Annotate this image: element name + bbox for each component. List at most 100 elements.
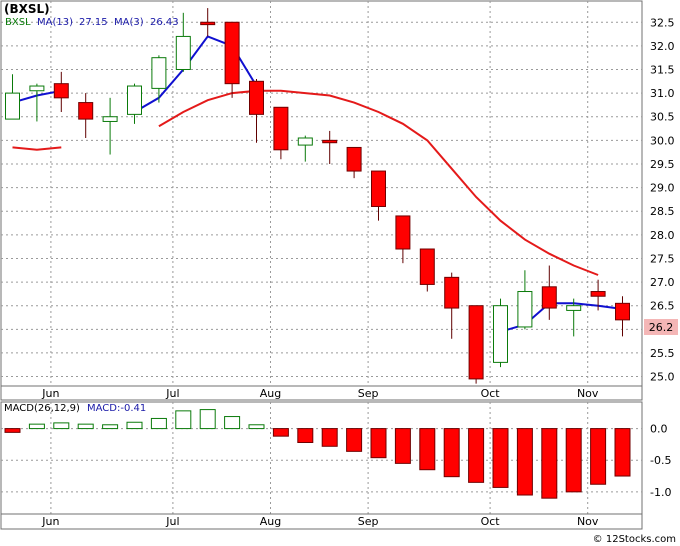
macd-y-axis: 0.0 -0.5 -1.0 — [650, 423, 671, 499]
macd-bar — [224, 416, 241, 430]
price-x-tick-label: Nov — [577, 387, 599, 400]
candle-body — [53, 83, 69, 99]
price-tick-label: 27.5 — [650, 252, 675, 265]
candle-body — [395, 215, 411, 250]
price-tick-label: 25.0 — [650, 371, 675, 384]
candle-body — [468, 305, 484, 380]
price-tick-label: 30.5 — [650, 111, 675, 124]
macd-bar — [394, 428, 411, 464]
price-x-tick-label: Aug — [260, 387, 281, 400]
macd-bar — [199, 409, 216, 430]
price-x-axis: Jun Jul Aug Sep Oct Nov — [41, 387, 599, 400]
macd-x-axis-band — [0, 513, 643, 530]
macd-x-tick-label: Nov — [577, 515, 599, 528]
macd-bar — [614, 428, 631, 477]
price-panel — [0, 0, 643, 387]
candle-body — [444, 276, 460, 309]
macd-bar — [321, 428, 338, 447]
candle-body — [273, 106, 289, 151]
macd-bar — [370, 428, 387, 459]
candle-body — [615, 302, 630, 321]
macd-tick-label: -0.5 — [650, 454, 671, 467]
macd-bar — [443, 428, 460, 478]
price-grid — [1, 1, 642, 386]
macd-bar — [541, 428, 558, 499]
macd-bar — [175, 410, 192, 430]
price-x-tick-label: Jun — [41, 387, 59, 400]
macd-bar — [77, 423, 94, 430]
candle-body — [297, 137, 313, 146]
price-tag-label: 26.2 — [649, 321, 674, 334]
candle-body — [493, 305, 508, 363]
price-x-tick-label: Jul — [165, 387, 179, 400]
price-tick-label: 27.0 — [650, 276, 675, 289]
price-tick-label: 31.5 — [650, 63, 675, 76]
macd-bar — [102, 424, 119, 430]
candle-body — [371, 170, 386, 207]
macd-bar — [150, 417, 167, 430]
price-tick-label: 29.0 — [650, 182, 675, 195]
macd-bar — [126, 421, 143, 430]
candle-body — [127, 85, 142, 115]
price-tag — [644, 319, 678, 335]
macd-bar — [297, 428, 314, 443]
price-x-axis-band — [0, 385, 643, 401]
price-tick-label: 28.5 — [650, 205, 675, 218]
candle-body — [224, 21, 240, 85]
price-tick-label: 31.0 — [650, 87, 675, 100]
candle-body — [175, 35, 191, 70]
macd-tick-label: -1.0 — [650, 486, 671, 499]
price-tick-label: 28.0 — [650, 229, 675, 242]
watermark: © 12Stocks.com — [593, 534, 676, 545]
candle-body — [78, 102, 94, 120]
price-tick-label: 32.0 — [650, 40, 675, 53]
candle-body — [151, 57, 167, 89]
price-tick-label: 30.0 — [650, 134, 675, 147]
macd-bar — [565, 428, 582, 493]
macd-bar — [590, 428, 607, 485]
candlesticks — [5, 8, 630, 384]
macd-bars — [4, 409, 631, 499]
price-x-tick-label: Sep — [358, 387, 379, 400]
macd-tick-label: 0.0 — [650, 423, 668, 436]
candle-body — [249, 80, 264, 115]
candle-body — [200, 21, 216, 26]
candle-body — [322, 139, 338, 144]
candle-body — [517, 291, 533, 328]
macd-bar — [346, 428, 363, 452]
price-x-tick-label: Oct — [481, 387, 501, 400]
macd-bar — [4, 428, 21, 433]
ma3-label: MA(3) — [114, 17, 144, 28]
candle-body — [590, 291, 606, 297]
macd-x-axis: Jun Jul Aug Sep Oct Nov — [41, 515, 599, 528]
macd-panel — [0, 401, 643, 515]
candle-body — [419, 248, 435, 285]
price-tick-label: 25.5 — [650, 347, 675, 360]
candle-body — [102, 116, 118, 122]
price-tick-label: 32.5 — [650, 16, 675, 29]
macd-bar — [492, 428, 509, 488]
candle-body — [5, 92, 20, 120]
macd-bar — [272, 428, 289, 437]
chart-title: (BXSL) — [4, 2, 50, 16]
ma13-label: MA(13) — [37, 17, 73, 28]
candle-body — [346, 146, 362, 172]
macd-x-tick-label: Aug — [260, 515, 281, 528]
ma13-value: 27.15 — [79, 17, 108, 28]
macd-bar — [419, 428, 436, 471]
candle-body — [29, 85, 45, 92]
candle-body — [541, 286, 557, 309]
macd-bar — [248, 424, 265, 430]
macd-x-tick-label: Jul — [165, 515, 179, 528]
price-tick-label: 29.5 — [650, 158, 675, 171]
ma3-value: 26.43 — [150, 17, 179, 28]
ticker-label: BXSL — [5, 17, 31, 28]
macd-x-tick-label: Sep — [358, 515, 379, 528]
macd-bar — [53, 422, 70, 430]
macd-bar — [28, 423, 45, 430]
candle-body — [566, 305, 582, 311]
macd-bar — [468, 428, 485, 483]
macd-x-tick-label: Jun — [41, 515, 59, 528]
macd-label: MACD(26,12,9) — [4, 403, 80, 414]
